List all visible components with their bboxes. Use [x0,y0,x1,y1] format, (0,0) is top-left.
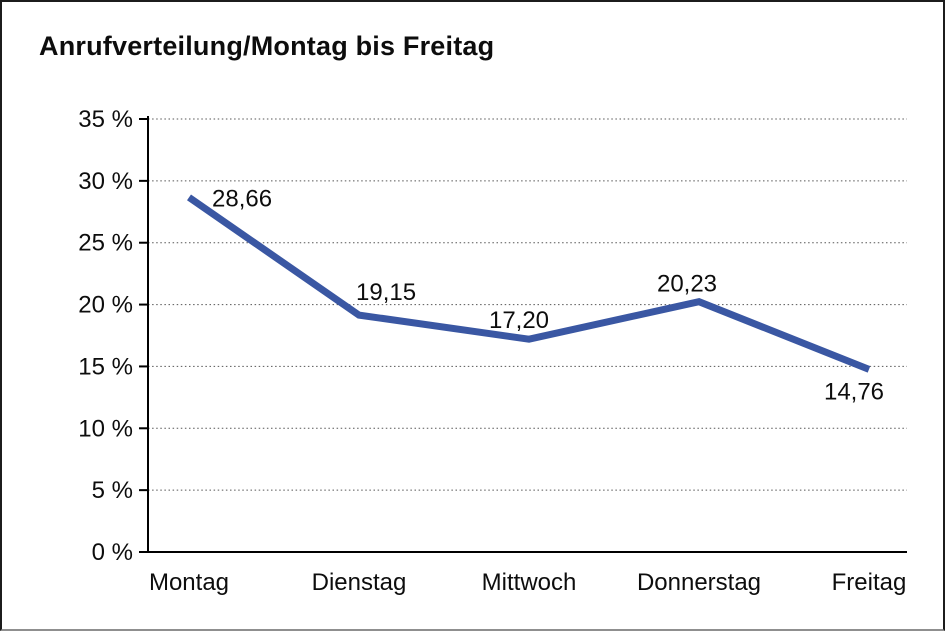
y-axis-label: 15 % [78,353,133,380]
y-axis-label: 30 % [78,168,133,195]
data-point-label: 14,76 [824,378,884,405]
chart-title: Anrufverteilung/Montag bis Freitag [39,31,495,61]
data-point-label: 20,23 [657,271,717,298]
y-axis-label: 25 % [78,230,133,257]
y-axis-label: 10 % [78,415,133,442]
x-axis-label: Dienstag [312,569,407,596]
y-axis-label: 20 % [78,292,133,319]
axis-line [147,116,907,553]
y-axis-label: 5 % [92,477,133,504]
x-axis-label: Freitag [832,569,907,596]
x-axis-label: Donnerstag [637,569,761,596]
x-axis-label: Montag [149,569,229,596]
y-axis-label: 35 % [78,106,133,133]
data-point-label: 28,66 [212,185,272,212]
data-point-label: 19,15 [356,279,416,306]
y-axis-label: 0 % [92,539,133,566]
data-point-label: 17,20 [489,307,549,334]
x-axis-label: Mittwoch [482,569,577,596]
data-series-line [187,194,871,373]
